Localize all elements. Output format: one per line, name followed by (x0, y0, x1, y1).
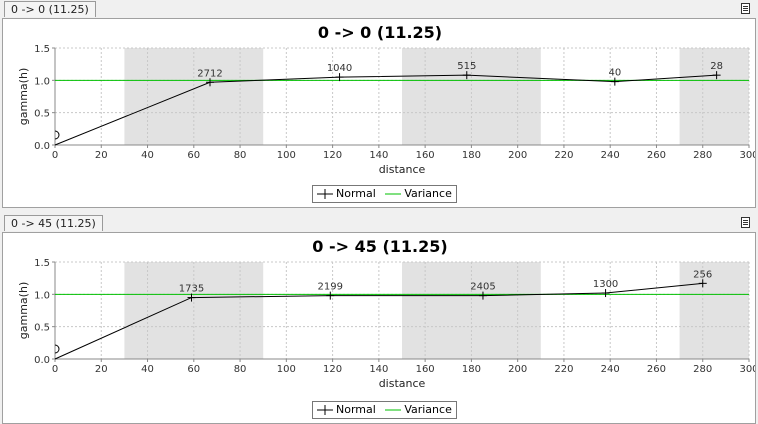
chart-title: 0 -> 45 (11.25) (312, 237, 448, 256)
legend-label-variance: Variance (404, 187, 452, 200)
x-tick-label: 80 (234, 364, 247, 375)
x-tick-label: 240 (601, 150, 620, 161)
x-tick-label: 260 (647, 150, 666, 161)
chart-title: 0 -> 0 (11.25) (317, 23, 443, 42)
data-label: 256 (693, 269, 712, 280)
y-tick-label: 0.0 (34, 355, 50, 366)
chart-container: 0 -> 45 (11.25) 0 20 40 60 80 100 120 140 160 180… (2, 232, 756, 424)
y-tick-label: 1.5 (34, 44, 50, 55)
normal-line-icon (317, 189, 333, 199)
origin-marker (54, 344, 60, 354)
variance-line-icon (385, 193, 402, 195)
chart-container: 0 -> 0 (11.25) 0 20 40 60 80 100 120 140 160 180 2… (2, 18, 756, 208)
data-label: 1300 (593, 279, 618, 290)
data-label: 2199 (318, 282, 343, 293)
x-tick-label: 80 (234, 150, 247, 161)
x-tick-label: 140 (369, 150, 388, 161)
x-tick-label: 200 (508, 364, 527, 375)
data-label: 1735 (179, 284, 204, 295)
y-tick-label: 1.0 (34, 76, 50, 87)
x-tick-label: 20 (95, 364, 108, 375)
y-tick-label: 0.5 (34, 109, 50, 120)
variogram-plot: 0 20 40 60 80 100 120 140 160 180 200 220 240 260 280 3… (17, 258, 755, 390)
variogram-plot: 0 20 40 60 80 100 120 140 160 180 200 220 240 260 280 3… (17, 44, 755, 176)
x-tick-label: 280 (693, 364, 712, 375)
x-tick-label: 120 (323, 150, 342, 161)
x-tick-label: 60 (187, 150, 200, 161)
legend-item-normal: Normal (317, 402, 376, 418)
data-label: 2712 (197, 68, 222, 79)
x-tick-label: 40 (141, 364, 154, 375)
x-tick-label: 40 (141, 150, 154, 161)
x-tick-label: 180 (462, 364, 481, 375)
x-tick-label: 100 (277, 150, 296, 161)
normal-series-line (54, 282, 703, 360)
data-label: 28 (710, 61, 723, 72)
data-label: 2405 (470, 282, 495, 293)
x-tick-label: 20 (95, 150, 108, 161)
y-tick-label: 1.0 (34, 290, 50, 301)
x-tick-label: 60 (187, 364, 200, 375)
tab-strip: 0 -> 45 (11.25) (0, 214, 758, 232)
x-tick-label: 300 (739, 364, 755, 375)
tab-variogram-0-0[interactable]: 0 -> 0 (11.25) (4, 1, 96, 17)
chart-legend: Normal Variance (312, 185, 457, 203)
legend-item-variance: Variance (385, 402, 452, 418)
y-tick-label: 0.0 (34, 141, 50, 152)
x-tick-label: 0 (52, 364, 58, 375)
x-axis-title: distance (379, 377, 426, 390)
data-label: 515 (457, 61, 476, 72)
x-tick-label: 260 (647, 364, 666, 375)
x-tick-label: 240 (601, 364, 620, 375)
normal-line-icon (317, 405, 333, 415)
x-tick-label: 100 (277, 364, 296, 375)
variogram-panel-2: 0 -> 45 (11.25) 0 -> 45 (11.25) 0 20 40 60 8… (0, 214, 758, 424)
x-tick-label: 220 (554, 150, 573, 161)
x-tick-label: 200 (508, 150, 527, 161)
x-tick-label: 220 (554, 364, 573, 375)
variogram-panel-1: 0 -> 0 (11.25) 0 -> 0 (11.25) 0 20 40 60 80 1… (0, 0, 758, 208)
x-axis-title: distance (379, 163, 426, 176)
legend-item-normal: Normal (317, 186, 376, 202)
x-tick-label: 120 (323, 364, 342, 375)
y-axis-title: gamma(h) (17, 68, 30, 125)
y-axis-title: gamma(h) (17, 282, 30, 339)
tab-variogram-0-45[interactable]: 0 -> 45 (11.25) (4, 215, 103, 231)
x-tick-label: 160 (416, 150, 435, 161)
list-menu-icon[interactable] (741, 217, 750, 228)
chart-legend: Normal Variance (312, 401, 457, 419)
x-tick-label: 140 (369, 364, 388, 375)
legend-label-normal: Normal (336, 403, 376, 416)
legend-item-variance: Variance (385, 186, 452, 202)
x-tick-label: 0 (52, 150, 58, 161)
legend-label-normal: Normal (336, 187, 376, 200)
data-label: 1040 (327, 63, 352, 74)
normal-series-line (54, 74, 717, 146)
variance-line-icon (385, 409, 402, 411)
tab-strip: 0 -> 0 (11.25) (0, 0, 758, 18)
x-tick-label: 160 (416, 364, 435, 375)
x-tick-label: 300 (739, 150, 755, 161)
y-tick-label: 1.5 (34, 258, 50, 269)
y-tick-label: 0.5 (34, 323, 50, 334)
x-tick-label: 180 (462, 150, 481, 161)
x-tick-label: 280 (693, 150, 712, 161)
lag-band-2 (679, 262, 749, 359)
lag-band-2 (679, 48, 749, 145)
data-label: 40 (608, 68, 621, 79)
list-menu-icon[interactable] (741, 3, 750, 14)
origin-marker (54, 130, 60, 140)
legend-label-variance: Variance (404, 403, 452, 416)
